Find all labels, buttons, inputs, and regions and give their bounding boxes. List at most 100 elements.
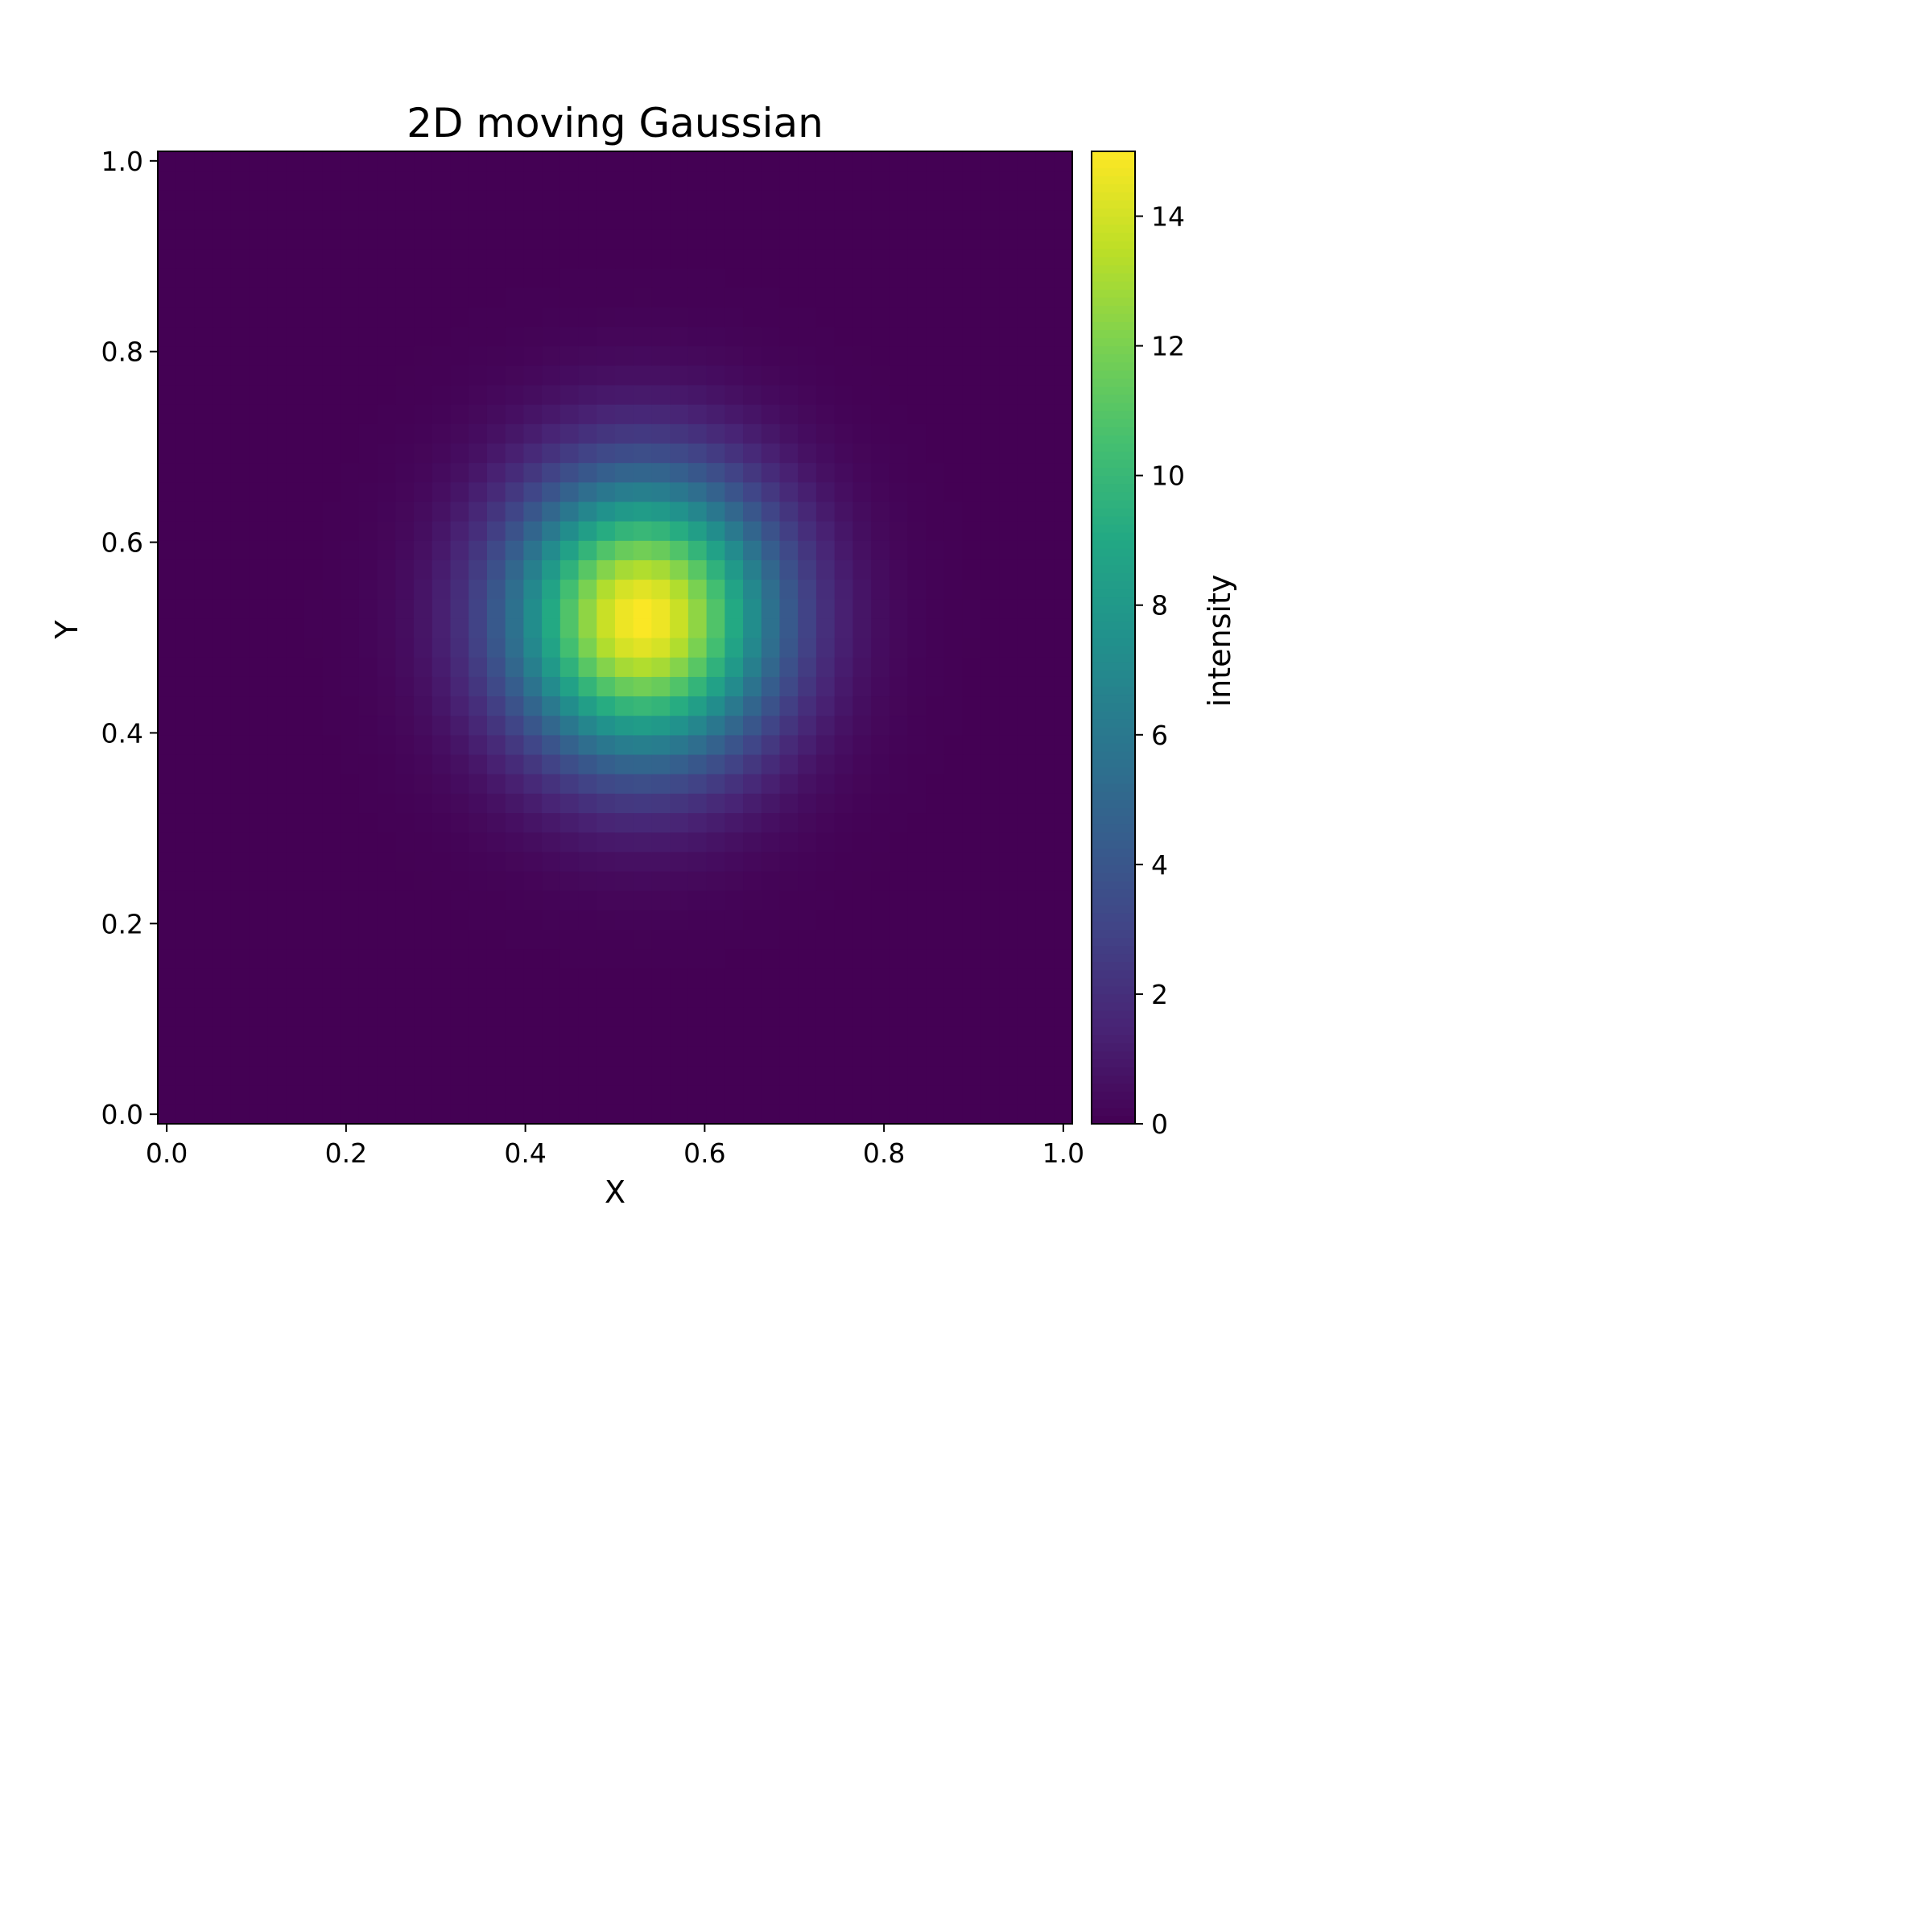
heatmap-cell (559, 209, 580, 230)
heatmap-cell (962, 190, 981, 211)
heatmap-cell (303, 968, 324, 989)
heatmap-cell (175, 579, 196, 600)
heatmap-cell (1035, 812, 1055, 833)
colorbar-segment (1092, 759, 1135, 768)
heatmap-cell (706, 267, 725, 288)
heatmap-cell (1035, 481, 1055, 502)
colorbar-segment (1092, 548, 1135, 557)
heatmap-cell (670, 579, 689, 600)
heatmap-cell (943, 1104, 964, 1125)
heatmap-cell (1035, 443, 1055, 464)
heatmap-cell (505, 1104, 524, 1125)
heatmap-cell (395, 774, 415, 794)
heatmap-cell (706, 462, 725, 483)
heatmap-cell (980, 657, 1000, 677)
heatmap-cell (615, 753, 634, 774)
heatmap-cell (889, 190, 909, 211)
heatmap-cell (779, 1007, 799, 1027)
heatmap-cell (213, 832, 232, 852)
heatmap-cell (615, 1104, 634, 1125)
heatmap-cell (943, 1084, 964, 1105)
heatmap-cell (743, 501, 762, 522)
heatmap-cell (815, 423, 836, 444)
colorbar-segment (1092, 848, 1135, 857)
heatmap-cell (486, 1084, 506, 1105)
heatmap-cell (213, 307, 232, 328)
heatmap-cell (358, 345, 378, 366)
heatmap-cell (303, 598, 324, 619)
heatmap-cell (761, 404, 781, 424)
heatmap-cell (1017, 579, 1037, 600)
heatmap-cell (486, 638, 506, 658)
heatmap-cell (743, 190, 762, 211)
heatmap-cell (980, 501, 1000, 522)
heatmap-cell (815, 870, 836, 891)
heatmap-cell (358, 968, 378, 989)
heatmap-cell (358, 287, 378, 308)
heatmap-cell (559, 753, 580, 774)
heatmap-cell (559, 638, 580, 658)
heatmap-cell (322, 638, 341, 658)
heatmap-cell (469, 190, 488, 211)
colorbar-segment (1092, 151, 1135, 160)
heatmap-cell (798, 910, 817, 930)
heatmap-cell (175, 598, 196, 619)
heatmap-cell (249, 638, 268, 658)
colorbar-segment (1092, 913, 1135, 922)
heatmap-cell (907, 1065, 927, 1086)
heatmap-cell (834, 326, 853, 347)
heatmap-cell (469, 1046, 488, 1067)
heatmap-cell (578, 696, 597, 716)
heatmap-cell (633, 948, 653, 969)
heatmap-cell (286, 812, 305, 833)
heatmap-cell (213, 1104, 232, 1125)
heatmap-cell (249, 345, 268, 366)
heatmap-cell (999, 307, 1018, 328)
heatmap-cell (505, 1046, 524, 1067)
heatmap-cell (633, 287, 653, 308)
heatmap-cell (724, 910, 744, 930)
heatmap-cell (743, 793, 762, 814)
heatmap-cell (943, 540, 964, 560)
heatmap-cell (943, 774, 964, 794)
heatmap-cell (761, 579, 781, 600)
heatmap-cell (1035, 753, 1055, 774)
heatmap-cell (450, 267, 469, 288)
heatmap-cell (469, 638, 488, 658)
heatmap-cell (962, 890, 981, 910)
heatmap-cell (871, 171, 890, 191)
heatmap-cell (249, 267, 268, 288)
heatmap-cell (1017, 1046, 1037, 1067)
heatmap-cell (889, 267, 909, 288)
heatmap-cell (706, 734, 725, 755)
heatmap-cell (230, 267, 250, 288)
heatmap-cell (779, 676, 799, 697)
heatmap-cell (414, 423, 433, 444)
heatmap-cell (377, 151, 396, 171)
heatmap-cell (615, 696, 634, 716)
heatmap-cell (999, 384, 1018, 405)
colorbar-segment (1092, 361, 1135, 371)
heatmap-cell (322, 384, 341, 405)
heatmap-cell (761, 734, 781, 755)
heatmap-cell (926, 384, 945, 405)
heatmap-cell (267, 870, 287, 891)
heatmap-cell (761, 715, 781, 736)
heatmap-cell (980, 307, 1000, 328)
heatmap-cell (213, 753, 232, 774)
heatmap-cell (395, 423, 415, 444)
heatmap-cell (597, 598, 616, 619)
heatmap-cell (559, 443, 580, 464)
heatmap-cell (450, 1026, 469, 1046)
heatmap-cell (980, 404, 1000, 424)
heatmap-cell (871, 870, 890, 891)
colorbar-segment (1092, 791, 1135, 800)
heatmap-cell (651, 793, 671, 814)
heatmap-cell (286, 326, 305, 347)
heatmap-cell (469, 812, 488, 833)
heatmap-cell (286, 345, 305, 366)
heatmap-cell (175, 1046, 196, 1067)
heatmap-cell (615, 1007, 634, 1027)
heatmap-cell (761, 501, 781, 522)
heatmap-cell (523, 638, 543, 658)
